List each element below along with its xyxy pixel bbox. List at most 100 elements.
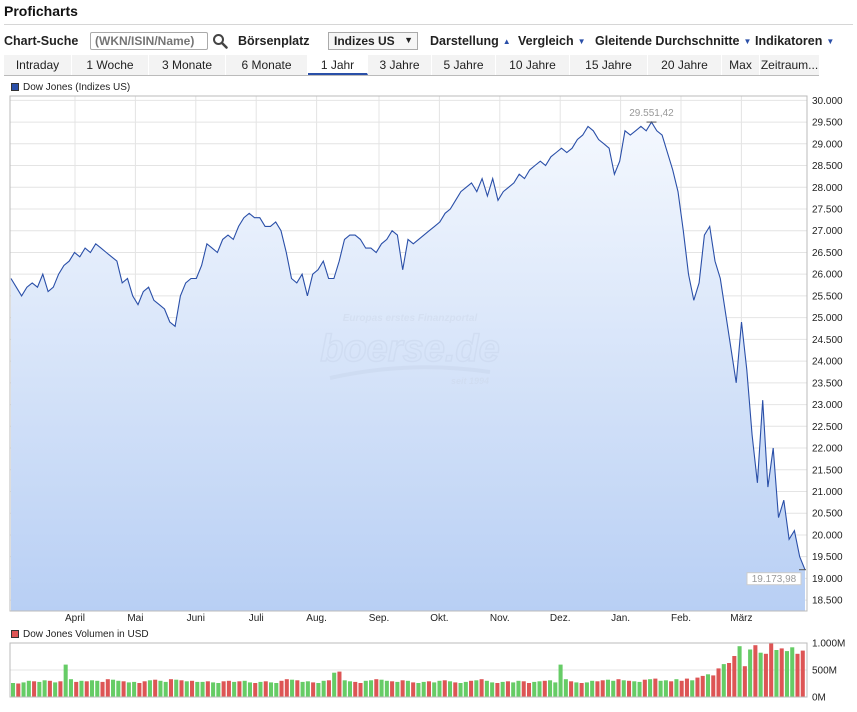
volume-bar <box>505 681 510 697</box>
x-tick-label: Sep. <box>369 613 390 624</box>
volume-bar <box>516 680 521 697</box>
volume-bar <box>126 682 131 697</box>
volume-bar <box>716 668 721 697</box>
volume-bar <box>426 681 431 697</box>
tab-1-woche[interactable]: 1 Woche <box>72 55 149 75</box>
chart-search-input[interactable] <box>90 32 208 50</box>
volume-bar <box>548 680 553 697</box>
watermark-top: Europas erstes Finanzportal <box>343 313 478 324</box>
x-tick-label: Okt. <box>430 613 448 624</box>
y-tick-label: 23.500 <box>812 378 843 389</box>
x-tick-label: März <box>730 613 752 624</box>
volume-y-axis: 1.000M 500M 0M <box>812 639 845 704</box>
volume-bar <box>737 646 742 697</box>
tab-3-monate[interactable]: 3 Monate <box>149 55 226 75</box>
menu-gleitende-durchschnitte[interactable]: Gleitende Durchschnitte ▼ <box>595 34 751 48</box>
tab-5-jahre[interactable]: 5 Jahre <box>432 55 496 75</box>
volume-bar <box>437 680 442 697</box>
volume-bar <box>511 682 516 697</box>
tab-10-jahre[interactable]: 10 Jahre <box>496 55 570 75</box>
tab-zeitraum[interactable]: Zeitraum... <box>760 55 820 75</box>
menu-vergleich[interactable]: Vergleich ▼ <box>518 34 586 48</box>
volume-bar <box>563 679 568 697</box>
volume-bar <box>684 678 689 697</box>
volume-bar <box>700 675 705 697</box>
exchange-select-value: Indizes US <box>334 34 395 48</box>
volume-bar <box>105 679 110 697</box>
tab-3-jahre[interactable]: 3 Jahre <box>368 55 432 75</box>
y-tick-label: 25.000 <box>812 313 843 324</box>
chart-search-label: Chart-Suche <box>4 34 79 48</box>
menu-darstellung[interactable]: Darstellung ▲ <box>430 34 511 48</box>
volume-frame <box>9 642 808 698</box>
y-tick-label: 29.500 <box>812 118 843 129</box>
volume-bar <box>84 681 89 697</box>
volume-bar <box>674 679 679 697</box>
tab-intraday[interactable]: Intraday <box>4 55 72 75</box>
tab-1-jahr[interactable]: 1 Jahr <box>308 55 368 75</box>
volume-bar <box>411 682 416 697</box>
volume-bar <box>648 679 653 697</box>
y-tick-label: 28.000 <box>812 183 843 194</box>
y-tick-label: 20.500 <box>812 509 843 520</box>
volume-bar <box>495 683 500 697</box>
volume-bar <box>542 680 547 697</box>
volume-bar <box>553 682 558 697</box>
volume-bar <box>611 680 616 697</box>
volume-tick-label: 0M <box>812 693 826 704</box>
volume-bar <box>111 679 116 697</box>
volume-bar <box>753 645 758 697</box>
volume-bar <box>263 681 268 697</box>
y-tick-label: 20.000 <box>812 530 843 541</box>
volume-bar <box>247 682 252 697</box>
title-divider <box>4 24 853 25</box>
chevron-down-icon: ▼ <box>404 35 413 45</box>
menu-indikatoren[interactable]: Indikatoren ▼ <box>755 34 834 48</box>
y-tick-label: 27.000 <box>812 226 843 237</box>
volume-bar <box>79 680 84 697</box>
volume-bar <box>590 680 595 697</box>
volume-bar <box>442 680 447 697</box>
volume-bar <box>621 680 626 697</box>
caret-down-icon: ▼ <box>577 37 586 47</box>
tab-max[interactable]: Max <box>722 55 760 75</box>
x-tick-label: Nov. <box>490 613 510 624</box>
volume-bar <box>658 680 663 697</box>
volume-bar <box>221 681 226 697</box>
volume-bar <box>237 681 242 697</box>
y-tick-label: 26.000 <box>812 270 843 281</box>
y-tick-label: 23.000 <box>812 400 843 411</box>
volume-bar <box>37 681 42 697</box>
volume-bar <box>168 679 174 697</box>
tab-20-jahre[interactable]: 20 Jahre <box>648 55 722 75</box>
volume-bar <box>179 680 184 697</box>
plot-border <box>9 95 808 612</box>
volume-bar <box>642 679 647 697</box>
volume-bar <box>100 681 105 697</box>
tab-15-jahre[interactable]: 15 Jahre <box>570 55 648 75</box>
exchange-select[interactable]: Indizes US ▼ <box>328 32 418 50</box>
volume-bar <box>11 683 16 697</box>
volume-bar <box>153 679 158 697</box>
volume-bar <box>16 683 21 697</box>
tab-6-monate[interactable]: 6 Monate <box>226 55 308 75</box>
price-y-axis: 30.000 29.500 29.000 28.500 28.000 27.500 27.0… <box>812 96 843 607</box>
volume-bars <box>11 643 805 697</box>
volume-bar <box>158 680 163 697</box>
volume-bar <box>637 681 642 697</box>
last-value-box <box>746 572 802 586</box>
caret-up-icon: ▲ <box>502 37 511 47</box>
volume-bar <box>21 682 26 697</box>
volume-bar <box>216 683 221 697</box>
volume-bar <box>653 678 658 697</box>
volume-bar <box>669 681 674 697</box>
y-tick-label: 19.000 <box>812 574 843 585</box>
search-icon[interactable] <box>212 33 228 49</box>
volume-bar <box>316 683 321 697</box>
volume-bar <box>574 682 579 697</box>
price-line <box>10 121 806 570</box>
legend-label: Dow Jones (Indizes US) <box>23 82 131 93</box>
y-tick-label: 21.000 <box>812 487 843 498</box>
volume-bar <box>358 683 363 697</box>
y-tick-label: 26.500 <box>812 248 843 259</box>
